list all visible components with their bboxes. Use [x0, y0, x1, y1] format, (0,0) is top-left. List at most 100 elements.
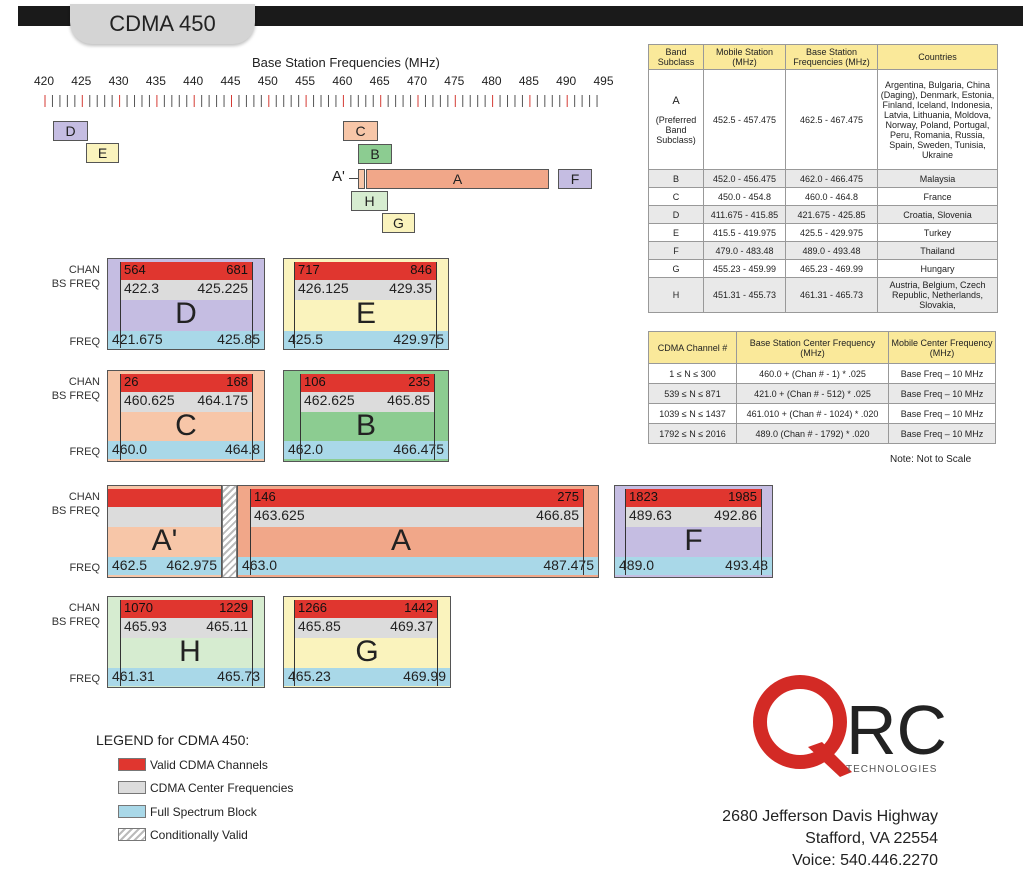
bs-high: 465.85	[387, 392, 430, 408]
freq-high: 425.85	[217, 331, 260, 347]
table-header-row: CDMA Channel # Base Station Center Frequ…	[648, 331, 996, 364]
bs-low: 465.85	[298, 618, 341, 634]
table-cell: Thailand	[877, 241, 998, 260]
valid-channels-bar: 106 235	[300, 374, 434, 392]
tick-label: 435	[145, 74, 166, 88]
tick-label: 475	[444, 74, 465, 88]
freq-high: 464.8	[224, 441, 260, 457]
divider	[120, 374, 121, 460]
full-spectrum-bar: 461.31 465.73	[108, 668, 264, 686]
qrc-logo-mark: RC	[753, 675, 947, 777]
freq-low: 462.0	[288, 441, 324, 457]
full-spectrum-bar: 460.0 464.8	[108, 441, 264, 459]
band-c-box: C	[343, 121, 378, 141]
table-row: G 455.23 - 459.99 465.23 - 469.99 Hungary	[648, 259, 998, 278]
center-freq-bar: 462.625 465.85	[300, 392, 434, 412]
freq-low: 460.0	[112, 441, 148, 457]
freq-high: 462.975	[166, 557, 217, 573]
table-cell: 455.23 - 459.99	[703, 259, 786, 278]
table-row: D 411.675 - 415.85 421.675 - 425.85 Croatia…	[648, 205, 998, 224]
row-label-freq: FREQ	[69, 673, 100, 685]
valid-channels-bar: 1823 1985	[625, 489, 761, 507]
table-header: Countries	[877, 44, 998, 70]
table-cell: 460.0 + (Chan # - 1) * .025	[736, 363, 889, 384]
freq-low: 465.23	[288, 668, 331, 684]
divider	[300, 374, 301, 460]
freq-high: 465.73	[217, 668, 260, 684]
chan-high: 681	[226, 262, 248, 277]
table-header-row: Band Subclass Mobile Station (MHz) Base …	[648, 44, 998, 70]
band-letter: A	[672, 94, 680, 107]
table-cell: Malaysia	[877, 169, 998, 188]
legend-label: CDMA Center Frequencies	[150, 781, 294, 795]
chan-high: 1985	[728, 489, 757, 504]
bs-low: 489.63	[629, 507, 672, 523]
divider	[761, 489, 762, 575]
band-a-prime-line	[349, 178, 359, 179]
tick-label: 450	[257, 74, 278, 88]
valid-channels-bar: 717 846	[294, 262, 436, 280]
valid-channels-bar: 26 168	[120, 374, 252, 392]
table-row: E 415.5 - 419.975 425.5 - 429.975 Turkey	[648, 223, 998, 242]
band-g-box: G	[382, 213, 415, 233]
channel-formula-table: CDMA Channel # Base Station Center Frequ…	[648, 331, 996, 444]
table-cell: 452.5 - 457.475	[703, 69, 786, 170]
chan-low: 717	[298, 262, 320, 277]
table-cell: Base Freq – 10 MHz	[888, 403, 996, 424]
table-row: A (Preferred Band Subclass) 452.5 - 457.47…	[648, 69, 998, 170]
full-spectrum-bar: 421.675 425.85	[108, 331, 264, 349]
tick-label: 480	[481, 74, 502, 88]
address-line-3: Voice: 540.446.2270	[792, 852, 938, 869]
full-spectrum-bar: 463.0 487.475	[238, 557, 598, 575]
valid-channels-bar: 146 275	[250, 489, 583, 507]
chan-low: 1823	[629, 489, 658, 504]
table-cell: 479.0 - 483.48	[703, 241, 786, 260]
center-freq-bar	[108, 507, 221, 527]
scale-title: Base Station Frequencies (MHz)	[252, 55, 440, 70]
block-letter: A	[390, 524, 411, 557]
bs-high: 425.225	[197, 280, 248, 296]
tick-label: 420	[33, 74, 55, 88]
table-cell: 415.5 - 419.975	[703, 223, 786, 242]
scale-note: Note: Not to Scale	[890, 454, 972, 465]
bs-high: 466.85	[536, 507, 579, 523]
freq-high: 493.48	[725, 557, 768, 573]
full-spectrum-bar: 465.23 469.99	[284, 668, 450, 686]
table-cell: 460.0 - 464.8	[785, 187, 878, 206]
band-h-box: H	[351, 191, 388, 211]
bs-high: 464.175	[197, 392, 248, 408]
block-letter: F	[684, 524, 703, 557]
block-a: 146 275 463.625 466.85 A 463.0 487.475	[237, 485, 599, 578]
logo-letters: RC	[846, 691, 947, 769]
divider	[437, 600, 438, 686]
table-header: CDMA Channel #	[648, 331, 737, 364]
freq-high: 429.975	[393, 331, 444, 347]
block-d: 564 681 422.3 425.225 D 421.675 425.85	[107, 258, 265, 350]
table-cell: Base Freq – 10 MHz	[888, 363, 996, 384]
bs-high: 465.11	[206, 618, 248, 634]
tick-label: 465	[369, 74, 390, 88]
freq-low: 461.31	[112, 668, 155, 684]
row-label-chan: CHAN	[68, 264, 100, 276]
table-header: Mobile Station (MHz)	[703, 44, 786, 70]
table-cell: 539 ≤ N ≤ 871	[648, 383, 737, 404]
table-cell: Argentina, Bulgaria, China (Daging), Den…	[877, 69, 998, 170]
bs-low: 463.625	[254, 507, 305, 523]
bs-low: 422.3	[124, 280, 160, 296]
legend-swatch-center	[118, 781, 146, 794]
chan-low: 106	[304, 374, 326, 389]
chan-low: 564	[124, 262, 146, 277]
chan-low: 1266	[298, 600, 327, 615]
band-a-prime-box	[358, 169, 365, 189]
divider	[252, 262, 253, 348]
full-spectrum-bar: 462.5 462.975	[108, 557, 221, 575]
table-header: Base Station Center Frequency (MHz)	[736, 331, 889, 364]
bs-high: 492.86	[714, 507, 757, 523]
preferred-note: (Preferred Band Subclass)	[655, 114, 697, 145]
tick-label: 430	[108, 74, 129, 88]
band-e-box: E	[86, 143, 119, 163]
table-row: 539 ≤ N ≤ 871 421.0 + (Chan # - 512) * .0…	[648, 383, 996, 404]
divider	[294, 600, 295, 686]
legend-title: LEGEND for CDMA 450:	[96, 732, 250, 748]
band-d-box: D	[53, 121, 88, 141]
